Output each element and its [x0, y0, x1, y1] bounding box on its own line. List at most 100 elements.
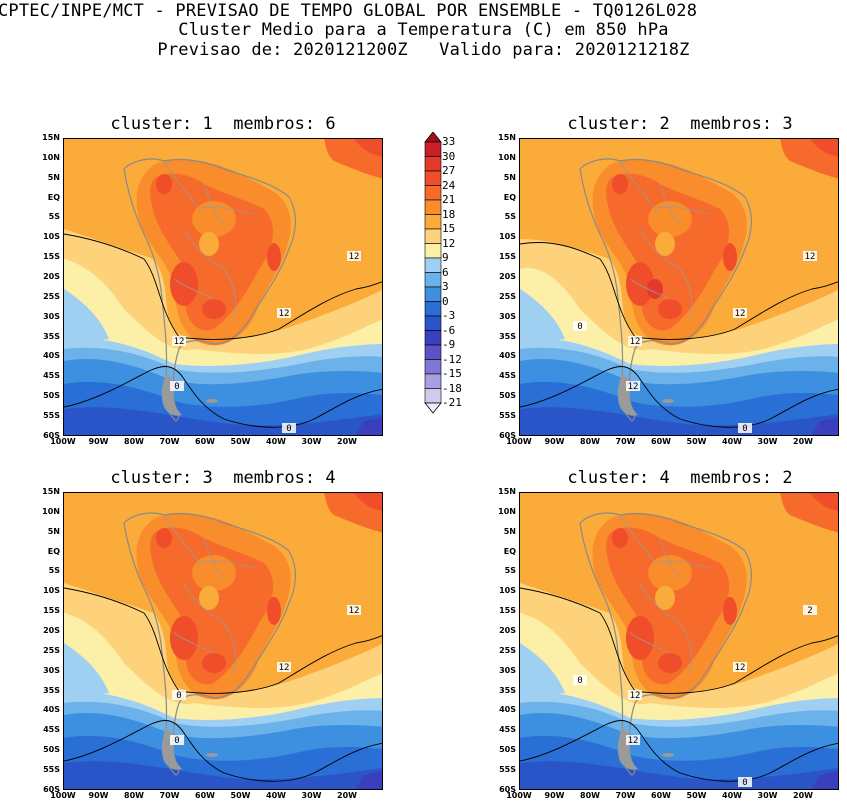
- lat-label: 55S: [43, 410, 60, 420]
- lon-label: 80W: [580, 791, 600, 800]
- lat-label: 40S: [43, 351, 60, 361]
- colorbar-label: -15: [442, 367, 462, 380]
- border-line: [639, 228, 681, 270]
- lon-label: 100W: [50, 791, 76, 800]
- header-line-3: Previsao de: 2020121200Z Valido para: 20…: [157, 40, 690, 60]
- colorbar-label: 12: [442, 236, 456, 250]
- header-line-1: CPTEC/INPE/MCT - PREVISAO DE TEMPO GLOBA…: [0, 1, 698, 21]
- lon-label: 90W: [544, 437, 565, 446]
- lat-label: 15N: [498, 133, 516, 142]
- contour-label: 12: [630, 337, 641, 347]
- patagonia: [161, 728, 182, 770]
- contour-label: 12: [349, 252, 360, 262]
- panel-4-map: 2 12 12 12 0 0: [519, 492, 839, 790]
- border-line: [629, 278, 671, 300]
- lat-label: 60S: [499, 784, 516, 794]
- lon-label: 20W: [793, 791, 813, 800]
- lon-label: 70W: [615, 437, 636, 446]
- lat-label: 55S: [43, 764, 60, 774]
- contour-label: 0: [742, 424, 747, 434]
- patagonia: [161, 374, 182, 416]
- lat-label: 15N: [498, 487, 516, 496]
- contour-label: 12: [174, 337, 185, 347]
- contour-label: 12: [805, 252, 816, 262]
- lat-label: 15N: [42, 487, 60, 496]
- border-line: [163, 514, 200, 564]
- coastline: [579, 158, 752, 422]
- lon-label: 60W: [195, 791, 215, 800]
- border-line: [198, 206, 255, 215]
- lat-label: 50S: [499, 391, 516, 401]
- lat-label: 15N: [42, 133, 60, 142]
- colorbar-label: -3: [442, 309, 456, 322]
- colorbar-segment: [424, 214, 442, 230]
- contour-0: [64, 720, 382, 782]
- lat-label: 35S: [43, 685, 60, 695]
- colorbar-label: 21: [442, 193, 456, 206]
- colorbar: [424, 132, 442, 414]
- lat-label: 20S: [499, 625, 516, 635]
- lat-label: 40S: [499, 351, 516, 361]
- field-9-12: [64, 613, 382, 733]
- header-line-2: Cluster Medio para a Temperatura (C) em …: [178, 20, 669, 40]
- border-line: [679, 268, 693, 320]
- colorbar-label: -6: [442, 323, 456, 337]
- lat-label: 10S: [499, 586, 516, 596]
- contour-label: 0: [742, 778, 747, 788]
- panel-1-map: 12 12 12 0 0: [63, 138, 383, 436]
- border-line: [183, 228, 225, 270]
- lat-label: 45S: [499, 371, 516, 381]
- colorbar-segment: [424, 243, 442, 259]
- lat-label: 5S: [504, 212, 516, 222]
- colorbar-label: 0: [442, 294, 449, 308]
- lat-label: 20S: [499, 271, 516, 281]
- lon-label: 40W: [722, 437, 742, 446]
- colorbar-segment: [424, 359, 442, 375]
- lat-label: 35S: [499, 331, 516, 341]
- lat-label: 30S: [499, 665, 516, 675]
- colorbar-label: -12: [442, 352, 462, 366]
- colorbar-min-arrow: [424, 402, 442, 414]
- lon-label: 60W: [195, 437, 215, 446]
- lat-label: 5N: [47, 526, 60, 536]
- field-24-27: [170, 262, 198, 306]
- contour-label: 0: [174, 382, 179, 392]
- lat-label: 40S: [499, 705, 516, 715]
- lon-label: 30W: [301, 437, 322, 446]
- contour-label: 2: [807, 606, 812, 616]
- colorbar-segment: [424, 199, 442, 215]
- contour-label: 12: [735, 663, 746, 673]
- lon-label: 100W: [506, 437, 532, 446]
- contour-label: 0: [286, 424, 291, 434]
- lat-label: 60S: [499, 430, 516, 440]
- lon-label: 60W: [651, 791, 671, 800]
- field-m6-m3: [64, 407, 382, 435]
- lon-label: 40W: [722, 791, 742, 800]
- field-m6-m3: [520, 761, 838, 789]
- lat-label: 15S: [499, 606, 516, 616]
- lat-label: 30S: [43, 665, 60, 675]
- lat-label: 50S: [43, 391, 60, 401]
- lat-label: 10N: [42, 152, 60, 162]
- lat-label: 50S: [43, 745, 60, 755]
- lon-label: 70W: [615, 791, 636, 800]
- border-line: [619, 160, 656, 210]
- lon-label: 20W: [337, 437, 357, 446]
- colorbar-label: -9: [442, 338, 456, 351]
- lat-label: 20S: [43, 625, 60, 635]
- colorbar-label: 9: [442, 251, 449, 264]
- lat-label: 5N: [503, 172, 516, 182]
- coastline: [123, 512, 296, 776]
- lat-label: 10S: [43, 586, 60, 596]
- lon-label: 70W: [159, 791, 180, 800]
- contour-label: 0: [176, 691, 181, 701]
- panel-3-title: cluster: 3 membros: 4: [110, 468, 336, 488]
- colorbar-label: 24: [442, 178, 456, 192]
- field-24-27: [626, 616, 654, 660]
- lat-label: 10S: [499, 232, 516, 242]
- colorbar-segment: [424, 228, 442, 244]
- field-24-27: [170, 616, 198, 660]
- lat-label: 40S: [43, 705, 60, 715]
- lat-label: 15S: [43, 606, 60, 616]
- contour-12: [64, 587, 382, 694]
